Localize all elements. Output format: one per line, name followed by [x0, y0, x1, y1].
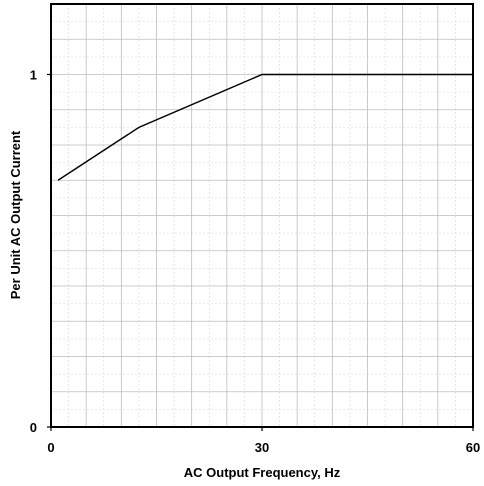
y-axis-title: Per Unit AC Output Current: [8, 130, 23, 299]
y-tick-label: 1: [30, 68, 37, 83]
x-tick-label: 30: [255, 440, 269, 455]
series-layer: [57, 73, 473, 181]
x-axis-title: AC Output Frequency, Hz: [184, 465, 341, 480]
ticks-layer: 0 30 60 0 1: [30, 68, 480, 456]
series-line-0: [57, 73, 473, 181]
x-tick-label: 60: [466, 440, 480, 455]
y-tick-label: 0: [30, 420, 37, 435]
grid-major: [51, 4, 473, 427]
x-tick-label: 0: [47, 440, 54, 455]
